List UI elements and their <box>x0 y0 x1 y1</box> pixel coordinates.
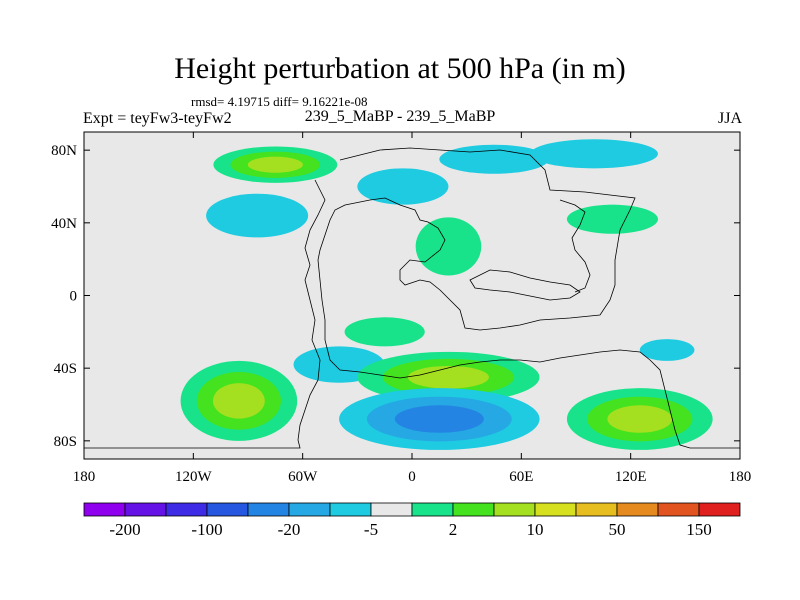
anomaly-1 <box>213 146 338 183</box>
colorbar-box <box>124 502 167 517</box>
stats-text: rmsd= 4.19715 diff= 9.16221e-08 <box>191 94 368 109</box>
anomaly-3 <box>357 168 449 205</box>
colorbar: -200 -100 -20 -5 2 10 50 150 <box>83 502 741 539</box>
colorbar-box <box>493 502 536 517</box>
anomaly-4 <box>439 144 549 174</box>
anomaly-4-level-1 <box>439 144 549 174</box>
colorbar-label: 150 <box>686 520 712 539</box>
x-axis: 180 120W 60W 0 60E 120E 180 <box>73 132 752 485</box>
colorbar-label: -200 <box>109 520 140 539</box>
anomaly-11-level-1 <box>344 317 425 347</box>
x-tick-label: 180 <box>73 469 96 485</box>
anomaly-7-level-1 <box>415 217 482 276</box>
colorbar-box <box>83 502 126 517</box>
x-tick-label: 120E <box>615 469 647 485</box>
anomaly-8-level-1 <box>566 204 658 234</box>
colorbar-box <box>165 502 208 517</box>
west-coast-outline <box>84 179 326 449</box>
colorbar-box <box>534 502 577 517</box>
anomaly-11 <box>344 317 425 347</box>
anomaly-5 <box>530 139 658 169</box>
x-tick-label: 180 <box>729 469 752 485</box>
anomaly-8 <box>566 204 658 234</box>
plot-title: Height perturbation at 500 hPa (in m) <box>174 52 626 85</box>
colorbar-label: -20 <box>278 520 301 539</box>
anomaly-1-level-3 <box>247 156 303 173</box>
anomaly-15-level-1 <box>639 339 695 361</box>
y-tick-label: 0 <box>70 289 78 305</box>
right-label: JJA <box>717 110 742 127</box>
colorbar-label: -5 <box>364 520 378 539</box>
north-continent-outline <box>317 147 740 449</box>
colorbar-box <box>575 502 618 517</box>
colorbar-box <box>657 502 700 517</box>
anomaly-field <box>180 139 713 450</box>
colorbar-box <box>452 502 495 517</box>
colorbar-box <box>288 502 331 517</box>
colorbar-box <box>329 502 372 517</box>
inland-basin-outline <box>469 269 581 301</box>
anomaly-12-level-3 <box>407 365 489 389</box>
south-continent-outline <box>559 199 591 293</box>
anomaly-9-level-3 <box>212 383 265 419</box>
anomaly-5-level-1 <box>530 139 658 169</box>
colorbar-box <box>206 502 249 517</box>
anomaly-7 <box>415 217 482 276</box>
anomaly-2 <box>206 193 309 238</box>
left-label: Expt = teyFw3-teyFw2 <box>83 110 232 127</box>
y-tick-label: 80S <box>54 434 77 450</box>
y-axis: 80N 40N 0 40S 80S <box>51 143 740 450</box>
anomaly-12 <box>357 351 540 403</box>
x-tick-label: 60E <box>509 469 533 485</box>
y-tick-label: 40N <box>51 216 77 232</box>
center-label: 239_5_MaBP - 239_5_MaBP <box>304 108 496 125</box>
anomaly-3-level-1 <box>357 168 449 205</box>
y-tick-label: 40S <box>54 361 77 377</box>
anomaly-13 <box>339 388 540 450</box>
colorbar-box <box>616 502 659 517</box>
colorbar-box <box>370 502 413 517</box>
anomaly-14 <box>566 388 713 450</box>
continent-outlines <box>84 147 740 449</box>
colorbar-box <box>411 502 454 517</box>
anomaly-2-level-1 <box>206 193 309 238</box>
colorbar-box <box>247 502 290 517</box>
colorbar-box <box>698 502 741 517</box>
x-tick-label: 0 <box>408 469 416 485</box>
colorbar-label: 10 <box>527 520 544 539</box>
colorbar-label: 50 <box>609 520 626 539</box>
anomaly-15 <box>639 339 695 361</box>
x-tick-label: 120W <box>175 469 213 485</box>
y-tick-label: 80N <box>51 143 77 159</box>
anomaly-13-level-3 <box>394 405 484 433</box>
x-tick-label: 60W <box>288 469 318 485</box>
colorbar-label: 2 <box>449 520 458 539</box>
colorbar-label: -100 <box>191 520 222 539</box>
anomaly-9 <box>180 360 298 441</box>
anomaly-14-level-3 <box>607 405 673 433</box>
